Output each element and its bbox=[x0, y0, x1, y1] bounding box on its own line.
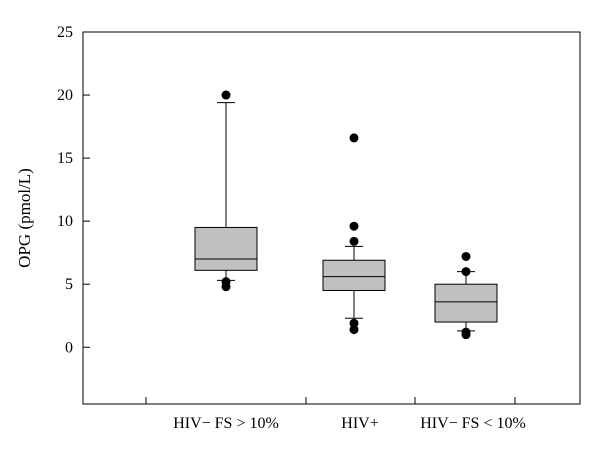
outlier-point bbox=[349, 221, 359, 231]
outlier-point bbox=[461, 330, 471, 340]
outlier-point bbox=[349, 318, 359, 328]
box-1 bbox=[194, 90, 258, 292]
y-tick-label: 0 bbox=[65, 339, 73, 356]
y-axis: 0 5 10 15 20 25 bbox=[57, 24, 90, 356]
y-tick-label: 10 bbox=[57, 213, 73, 230]
outlier-point bbox=[461, 267, 471, 277]
iqr-box bbox=[434, 283, 498, 323]
y-tick-label: 20 bbox=[57, 87, 73, 104]
box-2 bbox=[322, 133, 386, 335]
plot-frame bbox=[82, 31, 581, 405]
box-3 bbox=[434, 251, 498, 340]
x-category-label: HIV− FS > 10% bbox=[173, 415, 279, 432]
y-axis-title: OPG (pmol/L) bbox=[15, 168, 34, 268]
outlier-point bbox=[221, 90, 231, 100]
outlier-point bbox=[221, 282, 231, 292]
x-axis: HIV− FS > 10% HIV+ HIV− FS < 10% bbox=[145, 397, 526, 432]
y-tick-label: 25 bbox=[57, 24, 73, 41]
y-tick-label: 15 bbox=[57, 150, 73, 167]
boxes-group bbox=[194, 90, 498, 340]
x-category-label: HIV− FS < 10% bbox=[420, 415, 526, 432]
outlier-point bbox=[349, 133, 359, 143]
iqr-box bbox=[322, 259, 386, 292]
outlier-point bbox=[349, 325, 359, 335]
outlier-point bbox=[461, 251, 471, 261]
outlier-point bbox=[349, 236, 359, 246]
iqr-box bbox=[194, 226, 258, 271]
y-tick-label: 5 bbox=[65, 276, 73, 293]
x-category-label: HIV+ bbox=[341, 415, 378, 432]
